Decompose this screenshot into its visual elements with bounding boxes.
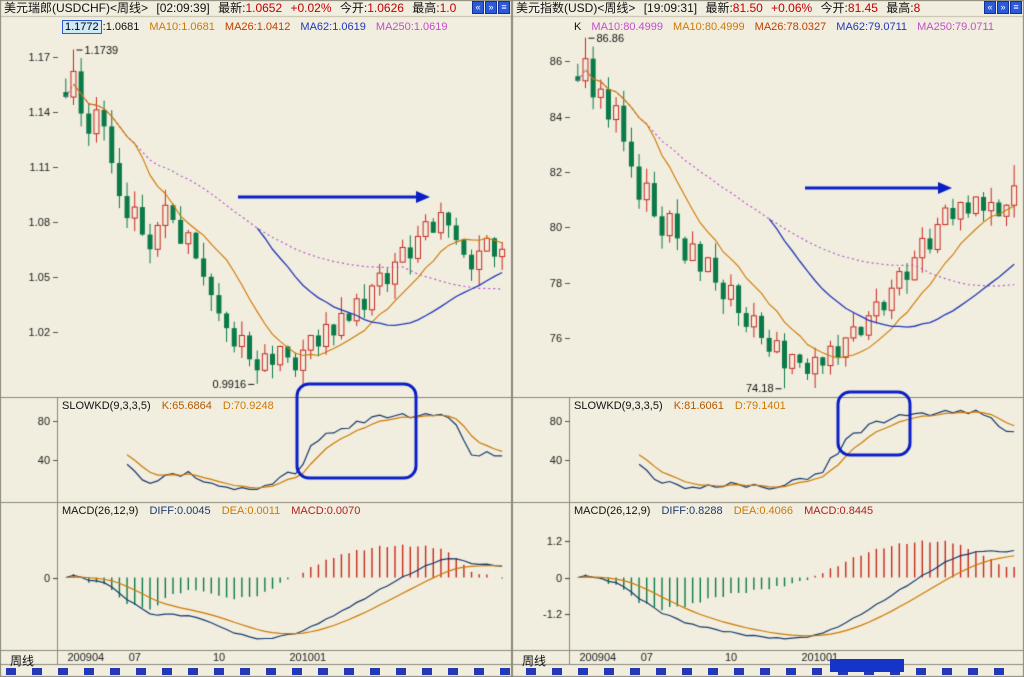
chart-panel-usdindex: 美元指数(USD)<周线> [19:09:31] 最新:81.50 +0.06%…	[512, 0, 1024, 677]
quote-time: [02:09:39]	[156, 1, 210, 15]
last-value: 1.0652	[245, 1, 283, 15]
high-value: 1.0	[439, 1, 457, 15]
high-value: 8	[913, 1, 921, 15]
chart-header: 美元指数(USD)<周线> [19:09:31] 最新:81.50 +0.06%…	[516, 1, 982, 15]
menu-button[interactable]: ≡	[1010, 1, 1022, 14]
ma250-legend-value: MA250:79.0711	[917, 21, 994, 33]
open-value: 81.45	[847, 1, 878, 15]
window-controls: « » ≡	[984, 1, 1022, 14]
kd-name: SLOWKD(9,3,3,5)	[574, 400, 663, 412]
ma26-legend-value: MA26:1.0412	[224, 21, 291, 33]
scroll-left-button[interactable]: «	[472, 1, 484, 14]
window-controls: « » ≡	[472, 1, 510, 14]
scroll-left-button[interactable]: «	[984, 1, 996, 14]
last-label: 最新:	[218, 1, 246, 15]
ma5-legend-value: MA10:80.4999	[591, 21, 663, 33]
open-value: 1.0626	[367, 1, 404, 15]
macd-dea-value: DEA:0.0011	[221, 505, 281, 517]
usdindex-chart-canvas[interactable]	[512, 0, 1024, 677]
quote-time: [19:09:31]	[643, 1, 698, 15]
macd-diff-value: DIFF:0.0045	[149, 505, 211, 517]
kd-k-value: K:81.6061	[673, 400, 724, 412]
menu-button[interactable]: ≡	[498, 1, 510, 14]
kd-d-value: D:79.1401	[734, 400, 786, 412]
ma-legend: 1.1772:1.0681 MA10:1.0681 MA26:1.0412 MA…	[62, 20, 454, 34]
price-tag: 1.1772	[62, 20, 102, 34]
macd-macd-value: MACD:0.0070	[291, 505, 361, 517]
ma62-legend-value: MA62:1.0619	[300, 21, 366, 33]
macd-dea-value: DEA:0.4066	[733, 505, 794, 517]
chart-header: 美元瑞郎(USDCHF)<周线> [02:09:39] 最新:1.0652 +0…	[4, 1, 470, 15]
open-label: 今开:	[339, 1, 368, 15]
kd-name: SLOWKD(9,3,3,5)	[62, 400, 151, 412]
kd-indicator-label: SLOWKD(9,3,3,5) K:81.6061 D:79.1401	[574, 400, 794, 412]
kd-indicator-label: SLOWKD(9,3,3,5) K:65.6864 D:70.9248	[62, 400, 282, 412]
ma-legend: K MA10:80.4999 MA10:80.4999 MA26:78.0327…	[574, 21, 1001, 33]
macd-macd-value: MACD:0.8445	[804, 505, 874, 517]
status-strip-highlight	[830, 659, 904, 672]
k-legend-value: :1.0681	[102, 21, 140, 33]
macd-name: MACD(26,12,9)	[62, 505, 139, 517]
change-value: +0.02%	[290, 1, 332, 15]
change-value: +0.06%	[771, 1, 813, 15]
macd-indicator-label: MACD(26,12,9) DIFF:0.8288 DEA:0.4066 MAC…	[574, 505, 881, 517]
k-legend-value: K	[574, 21, 582, 33]
macd-indicator-label: MACD(26,12,9) DIFF:0.0045 DEA:0.0011 MAC…	[62, 505, 368, 517]
kd-d-value: D:70.9248	[222, 400, 274, 412]
high-label: 最高:	[412, 1, 440, 15]
scroll-right-button[interactable]: »	[997, 1, 1009, 14]
ma10-legend-value: MA10:80.4999	[673, 21, 745, 33]
last-label: 最新:	[705, 1, 733, 15]
ma10-legend-value: MA10:1.0681	[149, 21, 215, 33]
ma26-legend-value: MA26:78.0327	[754, 21, 827, 33]
period-label[interactable]: 周线	[10, 654, 35, 668]
high-label: 最高:	[886, 1, 914, 15]
period-label[interactable]: 周线	[522, 654, 547, 668]
macd-name: MACD(26,12,9)	[574, 505, 651, 517]
scroll-right-button[interactable]: »	[485, 1, 497, 14]
last-value: 81.50	[732, 1, 763, 15]
usdchf-chart-canvas[interactable]	[0, 0, 512, 677]
chart-title: 美元瑞郎(USDCHF)<周线>	[4, 1, 149, 15]
chart-panel-usdchf: 美元瑞郎(USDCHF)<周线> [02:09:39] 最新:1.0652 +0…	[0, 0, 512, 677]
ma62-legend-value: MA62:79.0711	[836, 21, 908, 33]
status-strip	[6, 668, 1018, 675]
kd-k-value: K:65.6864	[161, 400, 212, 412]
ma250-legend-value: MA250:1.0619	[375, 21, 448, 33]
open-label: 今开:	[820, 1, 848, 15]
macd-diff-value: DIFF:0.8288	[661, 505, 723, 517]
chart-title: 美元指数(USD)<周线>	[516, 1, 636, 15]
